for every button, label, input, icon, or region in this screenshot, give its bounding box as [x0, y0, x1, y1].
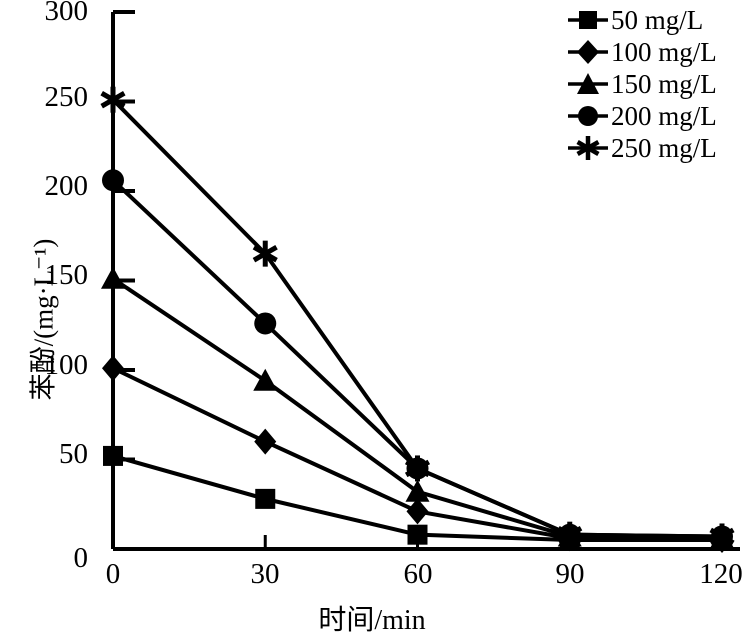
triangle-marker-icon: [405, 479, 430, 502]
legend-item-50: 50 mg/L: [566, 4, 744, 36]
legend-label-100: 100 mg/L: [611, 36, 717, 67]
y-tick-label-250: 250: [44, 81, 89, 113]
circle-marker-icon: [254, 312, 277, 335]
data-series: [102, 355, 733, 554]
triangle-marker-icon: [101, 266, 125, 289]
y-tick-label-100: 100: [44, 349, 89, 381]
diamond-marker-icon: [102, 355, 124, 382]
asterisk-marker-icon: [557, 521, 583, 548]
diamond-marker-icon: [254, 428, 277, 455]
x-tick-label-30: 30: [250, 558, 280, 590]
diamond-marker-icon: [568, 40, 608, 64]
legend-label-50: 50 mg/L: [611, 4, 704, 35]
y-tick-label-150: 150: [44, 259, 89, 291]
square-marker-icon: [103, 445, 123, 466]
diamond-marker-icon: [406, 498, 429, 525]
asterisk-marker-icon: [252, 240, 278, 267]
y-tick-label-0: 0: [73, 542, 89, 574]
square-marker-icon: [255, 488, 276, 509]
asterisk-marker-icon: [709, 523, 735, 550]
data-series: [100, 86, 735, 550]
legend-item-100: 100 mg/L: [566, 36, 744, 68]
square-marker-icon: [407, 524, 428, 545]
legend-item-250: 250 mg/L: [566, 132, 744, 164]
legend-label-200: 200 mg/L: [611, 100, 717, 131]
asterisk-marker-icon: [568, 136, 608, 160]
x-axis-title: 时间/min: [318, 605, 426, 636]
x-tick-label-0: 0: [105, 558, 121, 590]
triangle-marker-icon: [253, 368, 278, 391]
x-tick-label-120: 120: [699, 558, 743, 590]
chart-legend: 50 mg/L 100 mg/L 150 mg/L 200 mg/L 250 m…: [566, 4, 744, 164]
legend-item-200: 200 mg/L: [566, 100, 744, 132]
circle-marker-icon: [102, 169, 124, 192]
square-marker-icon: [568, 11, 608, 29]
asterisk-marker-icon: [100, 86, 126, 113]
legend-label-150: 150 mg/L: [611, 68, 717, 99]
x-tick-label-60: 60: [403, 558, 433, 590]
triangle-marker-icon: [568, 73, 608, 94]
y-axis-title: 苯酚/(mg·L⁻¹): [28, 238, 59, 401]
data-series-group: [100, 86, 735, 554]
legend-item-150: 150 mg/L: [566, 68, 744, 100]
y-tick-label-200: 200: [44, 170, 89, 202]
x-tick-label-90: 90: [555, 558, 585, 590]
y-tick-label-300: 300: [44, 0, 89, 27]
circle-marker-icon: [568, 106, 608, 126]
y-tick-label-50: 50: [59, 438, 88, 470]
asterisk-marker-icon: [404, 455, 431, 482]
legend-label-250: 250 mg/L: [611, 132, 717, 163]
